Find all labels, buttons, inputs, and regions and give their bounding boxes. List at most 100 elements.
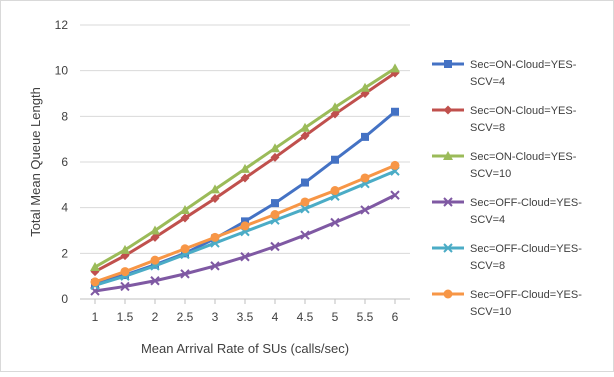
legend-entry: Sec=OFF-Cloud=YES- SCV=8 bbox=[432, 243, 582, 272]
x-tick-label: 1 bbox=[92, 310, 99, 324]
data-point bbox=[300, 131, 310, 141]
data-point bbox=[391, 107, 399, 116]
data-point bbox=[240, 221, 250, 231]
x-tick-label: 2 bbox=[152, 310, 159, 324]
x-axis-ticks: 1 1.5 2 2.5 3 3.5 4 4.5 5 5.5 6 bbox=[92, 299, 399, 324]
data-point bbox=[330, 102, 340, 112]
legend-marker bbox=[443, 151, 453, 160]
legend-label: SCV=8 bbox=[470, 122, 505, 134]
data-point bbox=[270, 241, 280, 252]
legend-label: Sec=OFF-Cloud=YES- bbox=[470, 197, 582, 209]
y-tick-label: 10 bbox=[55, 64, 69, 78]
data-point bbox=[180, 204, 190, 214]
data-point bbox=[210, 232, 220, 242]
y-axis-ticks: 0 2 4 6 8 10 12 bbox=[55, 18, 69, 306]
y-tick-label: 0 bbox=[61, 292, 68, 306]
data-point bbox=[361, 132, 369, 141]
data-point bbox=[300, 122, 310, 132]
x-tick-label: 5 bbox=[332, 310, 339, 324]
data-point bbox=[90, 277, 100, 287]
y-axis-title: Total Mean Queue Length bbox=[28, 87, 43, 237]
data-point bbox=[300, 204, 310, 214]
legend-label: SCV=4 bbox=[470, 214, 505, 226]
data-point bbox=[150, 255, 160, 265]
data-point bbox=[360, 173, 370, 183]
data-point bbox=[270, 143, 280, 153]
x-tick-label: 4 bbox=[272, 310, 279, 324]
legend-label: SCV=8 bbox=[470, 260, 505, 272]
data-point bbox=[120, 244, 130, 254]
legend-marker bbox=[443, 243, 453, 253]
data-point bbox=[300, 197, 310, 207]
data-point bbox=[180, 213, 190, 223]
data-point bbox=[270, 210, 280, 220]
legend-label: SCV=10 bbox=[470, 168, 511, 180]
data-point bbox=[300, 230, 310, 240]
data-point bbox=[330, 109, 340, 119]
y-tick-label: 6 bbox=[61, 155, 68, 169]
x-tick-label: 3.5 bbox=[237, 310, 254, 324]
x-tick-label: 6 bbox=[392, 310, 399, 324]
data-point bbox=[180, 269, 190, 279]
legend-label: Sec=ON-Cloud=YES- bbox=[470, 105, 577, 117]
data-point bbox=[331, 155, 339, 164]
series-lines bbox=[90, 63, 400, 296]
x-tick-label: 5.5 bbox=[357, 310, 374, 324]
legend-label: SCV=10 bbox=[470, 306, 511, 318]
data-point bbox=[210, 261, 220, 271]
legend-label: SCV=4 bbox=[470, 76, 505, 88]
legend-entry: Sec=ON-Cloud=YES- SCV=8 bbox=[432, 105, 577, 134]
legend-entry: Sec=ON-Cloud=YES- SCV=10 bbox=[432, 151, 577, 180]
data-point bbox=[240, 173, 250, 183]
y-tick-label: 12 bbox=[55, 18, 69, 32]
series-2 bbox=[90, 68, 400, 277]
y-tick-label: 4 bbox=[61, 201, 68, 215]
data-point bbox=[271, 199, 279, 208]
data-point bbox=[360, 205, 370, 215]
data-point bbox=[180, 244, 190, 254]
data-point bbox=[120, 281, 130, 292]
data-point bbox=[330, 217, 340, 228]
legend-label: Sec=ON-Cloud=YES- bbox=[470, 59, 577, 71]
x-axis-title: Mean Arrival Rate of SUs (calls/sec) bbox=[141, 341, 349, 356]
series-3 bbox=[90, 63, 400, 272]
data-point bbox=[120, 267, 130, 277]
data-point bbox=[240, 252, 250, 262]
data-point bbox=[390, 63, 400, 73]
legend-marker bbox=[443, 197, 453, 207]
series-6 bbox=[90, 160, 400, 287]
x-tick-label: 3 bbox=[212, 310, 219, 324]
legend-label: Sec=OFF-Cloud=YES- bbox=[470, 243, 582, 255]
data-point bbox=[210, 184, 220, 194]
legend-marker bbox=[443, 289, 453, 299]
data-point bbox=[150, 276, 160, 286]
series-4 bbox=[90, 190, 400, 296]
legend-entry: Sec=ON-Cloud=YES- SCV=4 bbox=[432, 59, 577, 88]
data-point bbox=[360, 82, 370, 92]
legend-entry: Sec=OFF-Cloud=YES- SCV=10 bbox=[432, 289, 582, 318]
data-point bbox=[390, 190, 400, 200]
legend: Sec=ON-Cloud=YES-SCV=4Sec=ON-Cloud=YES-S… bbox=[432, 59, 582, 318]
data-point bbox=[301, 178, 309, 187]
data-point bbox=[150, 232, 160, 242]
legend-marker bbox=[443, 105, 453, 115]
y-tick-label: 8 bbox=[61, 109, 68, 123]
x-tick-label: 1.5 bbox=[117, 310, 134, 324]
data-point bbox=[390, 160, 400, 170]
data-point bbox=[330, 186, 340, 196]
legend-label: Sec=ON-Cloud=YES- bbox=[470, 151, 577, 163]
legend-marker bbox=[444, 60, 452, 68]
data-point bbox=[240, 163, 250, 173]
legend-entry: Sec=OFF-Cloud=YES- SCV=4 bbox=[432, 197, 582, 226]
data-point bbox=[210, 194, 220, 204]
legend-label: Sec=OFF-Cloud=YES- bbox=[470, 289, 582, 301]
y-tick-label: 2 bbox=[61, 246, 68, 260]
x-tick-label: 2.5 bbox=[177, 310, 194, 324]
data-point bbox=[150, 225, 160, 235]
data-point bbox=[241, 217, 249, 226]
data-point bbox=[90, 262, 100, 272]
gridlines bbox=[80, 24, 410, 300]
x-tick-label: 4.5 bbox=[297, 310, 314, 324]
